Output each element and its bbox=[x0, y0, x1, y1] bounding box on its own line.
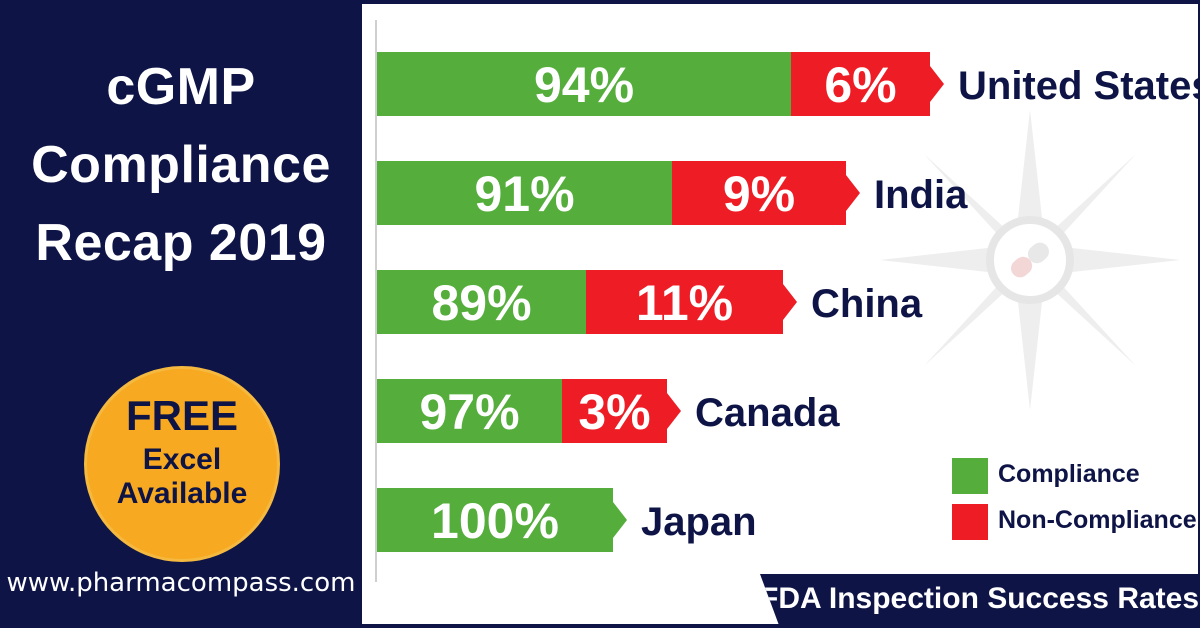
bar-label-compliance: 89% bbox=[431, 275, 531, 331]
badge-line-3: Available bbox=[116, 477, 248, 510]
footer-title: FDA Inspection Success Rates bbox=[760, 582, 1200, 615]
bar-label-compliance: 91% bbox=[474, 166, 574, 222]
bar-compliance bbox=[377, 161, 672, 225]
legend-swatch-non-compliance bbox=[952, 504, 988, 540]
category-label: China bbox=[811, 282, 923, 326]
bar-compliance-tip bbox=[613, 502, 627, 538]
title-line-3: Recap 2019 bbox=[35, 214, 327, 272]
bar-label-non-compliance: 11% bbox=[636, 275, 733, 331]
y-axis-line bbox=[375, 20, 377, 582]
bar-compliance bbox=[377, 270, 586, 334]
bar-label-non-compliance: 9% bbox=[723, 166, 795, 222]
bar-non-compliance bbox=[672, 161, 860, 225]
legend-label-non-compliance: Non-Compliance bbox=[998, 506, 1197, 534]
category-label: Japan bbox=[641, 500, 757, 544]
category-label: Canada bbox=[695, 391, 840, 435]
category-label: United States bbox=[958, 64, 1200, 108]
title-line-2: Compliance bbox=[31, 136, 331, 194]
bar-compliance bbox=[377, 488, 613, 552]
legend-label-compliance: Compliance bbox=[998, 460, 1140, 488]
legend-swatch-compliance bbox=[952, 458, 988, 494]
bar-label-non-compliance: 6% bbox=[824, 57, 896, 113]
bar-non-compliance bbox=[562, 379, 681, 443]
badge-line-2: Excel bbox=[142, 443, 222, 476]
bar-non-compliance bbox=[791, 52, 944, 116]
bar-compliance bbox=[377, 52, 791, 116]
page-title: cGMP Compliance Recap 2019 bbox=[0, 48, 362, 282]
bar-label-compliance: 100% bbox=[431, 493, 559, 549]
website-link[interactable]: www.pharmacompass.com bbox=[6, 568, 356, 598]
compass-watermark-icon bbox=[880, 110, 1180, 410]
footer-banner: FDA Inspection Success Rates bbox=[760, 574, 1200, 628]
left-panel: cGMP Compliance Recap 2019 FREE Excel Av… bbox=[0, 0, 362, 628]
bar-non-compliance bbox=[586, 270, 797, 334]
category-label: India bbox=[874, 173, 968, 217]
badge-line-1: FREE bbox=[125, 392, 238, 439]
free-excel-badge[interactable]: FREE Excel Available bbox=[84, 366, 280, 562]
bar-label-compliance: 94% bbox=[534, 57, 634, 113]
bar-label-compliance: 97% bbox=[419, 384, 519, 440]
bar-label-non-compliance: 3% bbox=[578, 384, 650, 440]
title-line-1: cGMP bbox=[106, 58, 256, 116]
bar-compliance bbox=[377, 379, 562, 443]
